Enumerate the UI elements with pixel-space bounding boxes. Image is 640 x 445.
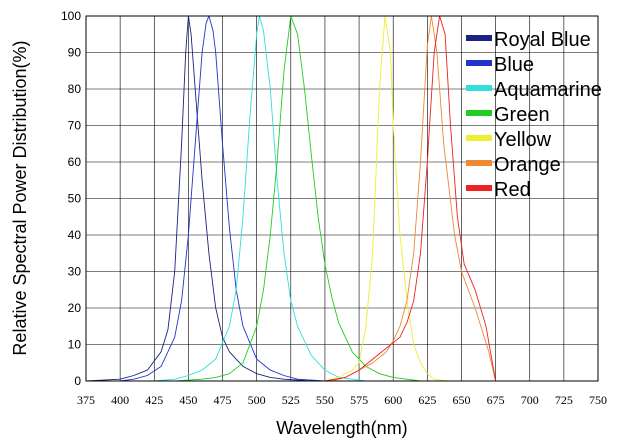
legend-swatch-yellow <box>466 135 492 141</box>
y-tick-label: 80 <box>68 82 82 96</box>
y-tick-label: 70 <box>68 119 82 133</box>
y-tick-label: 100 <box>61 9 81 23</box>
legend-label-blue: Blue <box>494 54 534 76</box>
series-line-orange <box>331 15 497 382</box>
series-line-red <box>324 15 497 382</box>
x-tick-label: 725 <box>555 393 573 407</box>
x-axis-title: Wavelength(nm) <box>276 418 407 438</box>
x-tick-label: 400 <box>111 393 129 407</box>
x-tick-labels: 375 400 425 450 475 500 525 550 575 600 625 650 675 7… <box>77 393 607 407</box>
plot-frame <box>85 15 599 382</box>
legend-swatch-aquamarine <box>466 85 492 91</box>
x-tick-label: 375 <box>77 393 95 407</box>
legend-label-green: Green <box>494 104 550 126</box>
y-tick-label: 90 <box>68 46 82 60</box>
x-tick-label: 700 <box>521 393 539 407</box>
legend-swatch-blue <box>466 60 492 66</box>
x-tick-label: 575 <box>350 393 368 407</box>
x-tick-label: 750 <box>589 393 607 407</box>
legend-swatch-red <box>466 185 492 191</box>
grid <box>85 15 599 382</box>
x-tick-label: 450 <box>179 393 197 407</box>
x-tick-label: 525 <box>282 393 300 407</box>
series-line-royal-blue <box>85 15 312 382</box>
x-tick-label: 675 <box>487 393 505 407</box>
legend-label-orange: Orange <box>494 154 561 176</box>
legend-label-aquamarine: Aquamarine <box>494 79 602 101</box>
legend-swatch-orange <box>466 160 492 166</box>
series-line-green <box>174 15 421 382</box>
y-tick-label: 10 <box>68 338 82 352</box>
legend-label-yellow: Yellow <box>494 129 552 151</box>
y-tick-label: 20 <box>68 301 82 315</box>
y-tick-label: 30 <box>68 265 82 279</box>
y-tick-labels: 0 10 20 30 40 50 60 70 80 90 100 <box>61 9 81 388</box>
x-tick-label: 650 <box>452 393 470 407</box>
series-line-yellow <box>324 15 448 382</box>
x-tick-label: 600 <box>384 393 402 407</box>
legend-swatch-royal-blue <box>466 35 492 41</box>
x-tick-label: 550 <box>316 393 334 407</box>
legend-label-red: Red <box>494 179 531 201</box>
legend: Royal Blue Blue Aquamarine Green Yellow Orang… <box>466 29 602 201</box>
x-tick-label: 475 <box>214 393 232 407</box>
y-tick-label: 0 <box>74 374 81 388</box>
y-axis-title: Relative Spectral Power Distribution(%) <box>10 40 30 355</box>
y-tick-label: 50 <box>68 192 82 206</box>
x-tick-label: 425 <box>145 393 163 407</box>
y-tick-label: 40 <box>68 228 82 242</box>
legend-label-royal-blue: Royal Blue <box>494 29 591 51</box>
legend-swatch-green <box>466 110 492 116</box>
x-tick-label: 625 <box>418 393 436 407</box>
y-tick-label: 60 <box>68 155 82 169</box>
x-tick-label: 500 <box>248 393 266 407</box>
